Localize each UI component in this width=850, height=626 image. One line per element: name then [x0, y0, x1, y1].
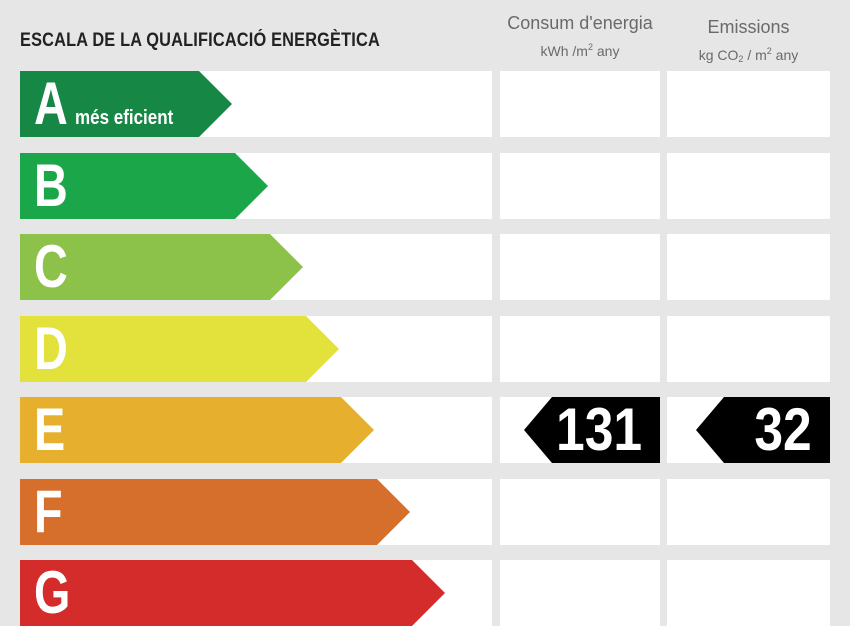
emissions-unit: kg CO2 / m2 any — [698, 46, 799, 64]
rating-letter: G — [34, 559, 71, 626]
rating-letter: B — [34, 152, 68, 219]
emissions-title: Emissions — [707, 17, 790, 37]
rating-letter: A — [34, 70, 68, 137]
rating-arrow-f: F — [20, 479, 410, 545]
rating-arrow-b: B — [20, 153, 268, 219]
emissions-cell-a — [667, 71, 830, 137]
emissions-cell-f — [667, 479, 830, 545]
rating-letter: F — [34, 478, 63, 545]
emissions-cell-b — [667, 153, 830, 219]
rating-arrow-d: D — [20, 316, 339, 382]
consum-value-marker: 131 — [524, 397, 660, 463]
consum-value: 131 — [555, 396, 642, 463]
emissions-column-header: Emissions kg CO2 / m2 any — [667, 16, 830, 68]
label-title: ESCALA DE LA QUALIFICACIÓ ENERGÈTICA — [20, 30, 380, 51]
consum-column-header: Consum d'energia kWh /m2 any — [500, 12, 660, 60]
emissions-cell-c — [667, 234, 830, 300]
consum-title: Consum d'energia — [507, 13, 653, 33]
rating-arrow-e: E — [20, 397, 374, 463]
consum-cell-f — [500, 479, 660, 545]
rating-letter: D — [34, 315, 68, 382]
emissions-cell-d — [667, 316, 830, 382]
consum-cell-b — [500, 153, 660, 219]
rating-arrow-c: C — [20, 234, 303, 300]
emissions-value: 32 — [754, 396, 812, 463]
rating-sublabel: més eficient — [75, 107, 174, 129]
consum-cell-a — [500, 71, 660, 137]
consum-cell-d — [500, 316, 660, 382]
rating-letter: E — [34, 396, 66, 463]
consum-unit: kWh /m2 any — [540, 42, 620, 59]
consum-cell-c — [500, 234, 660, 300]
emissions-value-marker: 32 — [696, 397, 830, 463]
rating-letter: C — [34, 233, 68, 300]
energy-rating-label: ESCALA DE LA QUALIFICACIÓ ENERGÈTICA Con… — [20, 12, 830, 626]
